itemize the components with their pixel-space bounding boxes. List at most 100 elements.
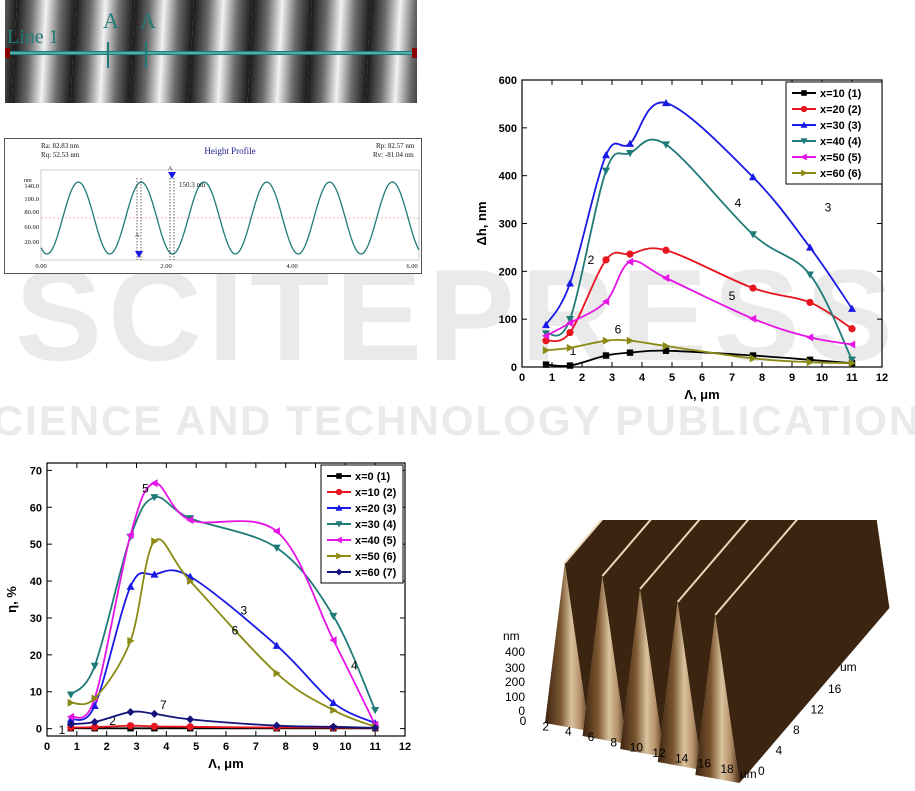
- profile-curve: [40, 181, 420, 255]
- x-axis-label: Λ, μm: [208, 756, 243, 771]
- data-point: [336, 473, 342, 479]
- data-point: [848, 356, 856, 364]
- y-tick-label: 8: [793, 723, 800, 737]
- legend-label: x=60 (6): [820, 168, 862, 180]
- data-point: [150, 479, 158, 488]
- y-tick-label: 0: [511, 362, 517, 374]
- x-tick-label: 7: [253, 741, 259, 753]
- y-tick-label: 200: [499, 266, 517, 278]
- legend-label: x=10 (1): [820, 88, 862, 100]
- data-point: [749, 314, 757, 323]
- y-tick-label: 0: [36, 724, 42, 736]
- data-point: [150, 709, 159, 718]
- rq-value: Rq: 52.53 nm: [41, 151, 80, 159]
- data-point: [371, 723, 380, 732]
- x-tick-label: 10: [339, 741, 351, 753]
- data-point: [848, 340, 856, 349]
- series-7: 7: [66, 698, 380, 732]
- ridge-crest: [639, 520, 701, 590]
- series-line: [545, 349, 853, 368]
- profile-x-tick: 6.00: [406, 263, 417, 270]
- data-point: [150, 722, 158, 731]
- legend-item: x=30 (3): [792, 120, 862, 132]
- data-point: [800, 138, 808, 145]
- curve-label: 6: [615, 323, 622, 337]
- curve-label: 3: [241, 603, 248, 617]
- legend-item: x=20 (2): [792, 104, 862, 116]
- y-tick-label: 0: [758, 764, 765, 778]
- curve-label: 5: [729, 289, 736, 303]
- data-point: [662, 347, 670, 354]
- data-point: [662, 274, 670, 283]
- data-point: [91, 723, 99, 731]
- x-tick-label: 3: [133, 741, 139, 753]
- data-point: [67, 698, 75, 707]
- series-3: 3: [66, 569, 380, 727]
- data-point: [66, 712, 75, 721]
- data-point: [800, 121, 808, 128]
- data-point: [329, 722, 338, 731]
- data-point: [542, 361, 550, 368]
- legend-label: x=40 (4): [820, 136, 862, 148]
- rv-value: Rv: -81.04 nm: [373, 151, 414, 159]
- data-point: [566, 318, 574, 327]
- cursor-marker-high: [168, 172, 176, 179]
- x-tick-label: 5: [193, 741, 199, 753]
- x-tick-label: 10: [816, 372, 828, 384]
- legend-item: x=30 (4): [327, 519, 397, 531]
- data-point: [566, 315, 574, 324]
- z-unit-label: nm: [503, 629, 520, 643]
- ridge-profile: [545, 563, 589, 731]
- series-line: [70, 569, 376, 724]
- cursor-marker-low: [135, 251, 143, 258]
- z-tick-label: 0: [518, 704, 525, 718]
- ridge-profile: [620, 589, 665, 757]
- profile-y-tick: 20.00: [24, 239, 39, 246]
- data-point: [336, 552, 343, 560]
- series-line: [545, 247, 853, 343]
- x-tick-label: 4: [565, 725, 572, 739]
- data-point: [566, 279, 574, 287]
- legend: x=0 (1) x=10 (2) x=20 (3) x=30 (4) x=40 (5) x…: [320, 464, 404, 584]
- y-axis-label: Δh, nm: [474, 201, 489, 245]
- x-tick-label: 8: [610, 735, 617, 749]
- x-tick-label: 6: [223, 741, 229, 753]
- x-tick-label: 12: [652, 746, 666, 760]
- curve-label: 1: [570, 344, 577, 358]
- data-point: [626, 149, 634, 158]
- legend-item: x=60 (7): [327, 567, 397, 579]
- x-tick-label: 2: [542, 719, 549, 733]
- z-tick-label: 300: [505, 661, 525, 675]
- profile-y-tick: 100.0: [24, 196, 39, 203]
- profile-x-tick: 4.00: [286, 263, 297, 270]
- data-point: [90, 717, 99, 726]
- data-point: [749, 352, 757, 359]
- cursor-label-high: A: [168, 166, 173, 172]
- x-tick-label: 1: [74, 741, 80, 753]
- legend-item: x=0 (1): [327, 471, 390, 483]
- y-tick-label: 10: [30, 687, 42, 699]
- data-point: [90, 701, 99, 709]
- data-point: [806, 298, 814, 307]
- marker-a-label: A: [103, 8, 119, 33]
- y-tick-label: 300: [499, 219, 517, 231]
- series-line: [70, 538, 376, 728]
- z-tick-label: 400: [505, 645, 525, 659]
- x-tick-label: 1: [549, 372, 555, 384]
- series-4: 4: [542, 138, 856, 364]
- y-tick-label: 12: [811, 703, 825, 717]
- data-point: [542, 346, 550, 355]
- data-point: [273, 669, 281, 678]
- data-point: [806, 358, 814, 367]
- y-tick-label: 400: [499, 171, 517, 183]
- ridge-profile: [695, 615, 740, 783]
- data-point: [602, 151, 610, 159]
- legend: x=10 (1) x=20 (2) x=30 (3) x=40 (4) x=50 (5)…: [785, 81, 883, 185]
- height-profile-panel: Height Profile Ra: 82.83 nm Rq: 52.53 nm…: [4, 138, 422, 274]
- data-point: [90, 662, 99, 670]
- data-point: [801, 90, 807, 96]
- data-point: [187, 577, 195, 586]
- series-line: [70, 710, 376, 729]
- series-line: [545, 260, 853, 346]
